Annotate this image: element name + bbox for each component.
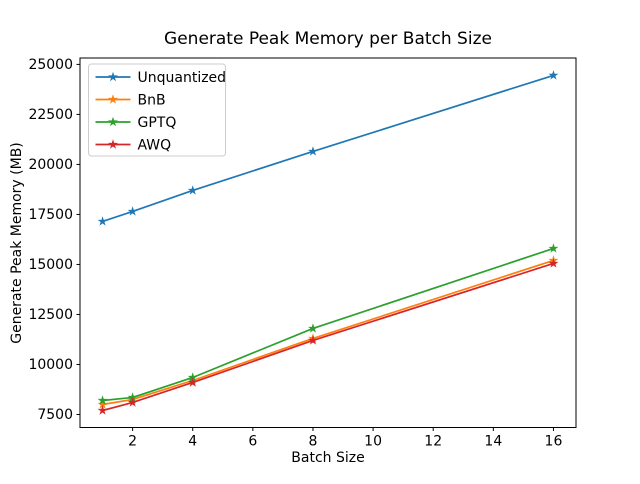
marker-AWQ-bs4 bbox=[187, 377, 198, 387]
legend-marker-Unquantized bbox=[108, 71, 118, 82]
y-tick-label: 17500 bbox=[28, 207, 73, 223]
x-axis-label: Batch Size bbox=[291, 450, 364, 466]
legend-marker-AWQ bbox=[108, 139, 118, 149]
plot-frame bbox=[79, 57, 577, 428]
marker-Unquantized-bs4 bbox=[187, 185, 198, 195]
x-tick-label: 4 bbox=[188, 434, 197, 450]
marker-Unquantized-bs16 bbox=[548, 70, 559, 80]
y-tick-label: 20000 bbox=[28, 157, 73, 173]
marker-AWQ-bs1 bbox=[97, 405, 108, 415]
y-tick-label: 12500 bbox=[28, 307, 73, 323]
x-tick-label: 14 bbox=[484, 434, 502, 450]
y-tick-label: 15000 bbox=[28, 257, 73, 273]
legend-label-Unquantized: Unquantized bbox=[138, 70, 227, 86]
x-tick-label: 6 bbox=[248, 434, 257, 450]
plot-border bbox=[79, 57, 577, 428]
legend-box bbox=[88, 63, 226, 157]
y-tick-label: 10000 bbox=[28, 357, 73, 373]
legend-marker-BnB bbox=[108, 94, 118, 104]
series-line-GPTQ bbox=[102, 247, 554, 402]
marker-AWQ-bs16 bbox=[548, 258, 559, 268]
marker-GPTQ-bs8 bbox=[308, 323, 318, 333]
marker-Unquantized-bs1 bbox=[97, 216, 108, 226]
legend-label-GPTQ: GPTQ bbox=[138, 115, 177, 131]
y-tick-label: 22500 bbox=[28, 107, 73, 123]
marker-BnB-bs1 bbox=[97, 399, 108, 409]
x-tick-label: 2 bbox=[128, 434, 137, 450]
series-line-BnB bbox=[102, 259, 554, 406]
legend-marker-GPTQ bbox=[108, 116, 118, 127]
x-tick-label: 12 bbox=[424, 434, 442, 450]
chart-title: Generate Peak Memory per Batch Size bbox=[164, 29, 492, 49]
y-axis-label: Generate Peak Memory (MB) bbox=[9, 142, 25, 344]
marker-GPTQ-bs2 bbox=[127, 392, 138, 402]
marker-GPTQ-bs4 bbox=[187, 372, 198, 382]
legend-label-BnB: BnB bbox=[138, 93, 166, 109]
legend-label-AWQ: AWQ bbox=[138, 138, 172, 154]
axis-ticks: 2 4 6 8 10 12 14 16 7500 10000 12500 15000 17500 2000… bbox=[28, 57, 562, 450]
legend: Unquantized BnB GPTQ AWQ bbox=[88, 63, 227, 157]
x-tick-label: 10 bbox=[364, 434, 382, 450]
data-series bbox=[97, 70, 559, 415]
x-tick-label: 16 bbox=[545, 434, 563, 450]
marker-Unquantized-bs8 bbox=[308, 146, 318, 156]
marker-GPTQ-bs16 bbox=[548, 243, 559, 253]
marker-AWQ-bs8 bbox=[308, 335, 318, 345]
marker-AWQ-bs2 bbox=[127, 397, 138, 407]
marker-GPTQ-bs1 bbox=[97, 395, 108, 405]
y-tick-label: 25000 bbox=[28, 57, 73, 73]
x-tick-label: 8 bbox=[309, 434, 318, 450]
marker-Unquantized-bs2 bbox=[127, 206, 138, 216]
y-tick-label: 7500 bbox=[37, 407, 73, 423]
